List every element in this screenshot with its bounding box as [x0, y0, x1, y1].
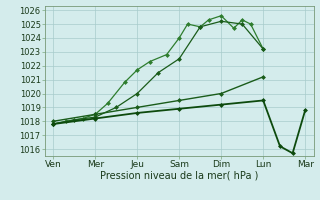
X-axis label: Pression niveau de la mer( hPa ): Pression niveau de la mer( hPa ): [100, 171, 258, 181]
